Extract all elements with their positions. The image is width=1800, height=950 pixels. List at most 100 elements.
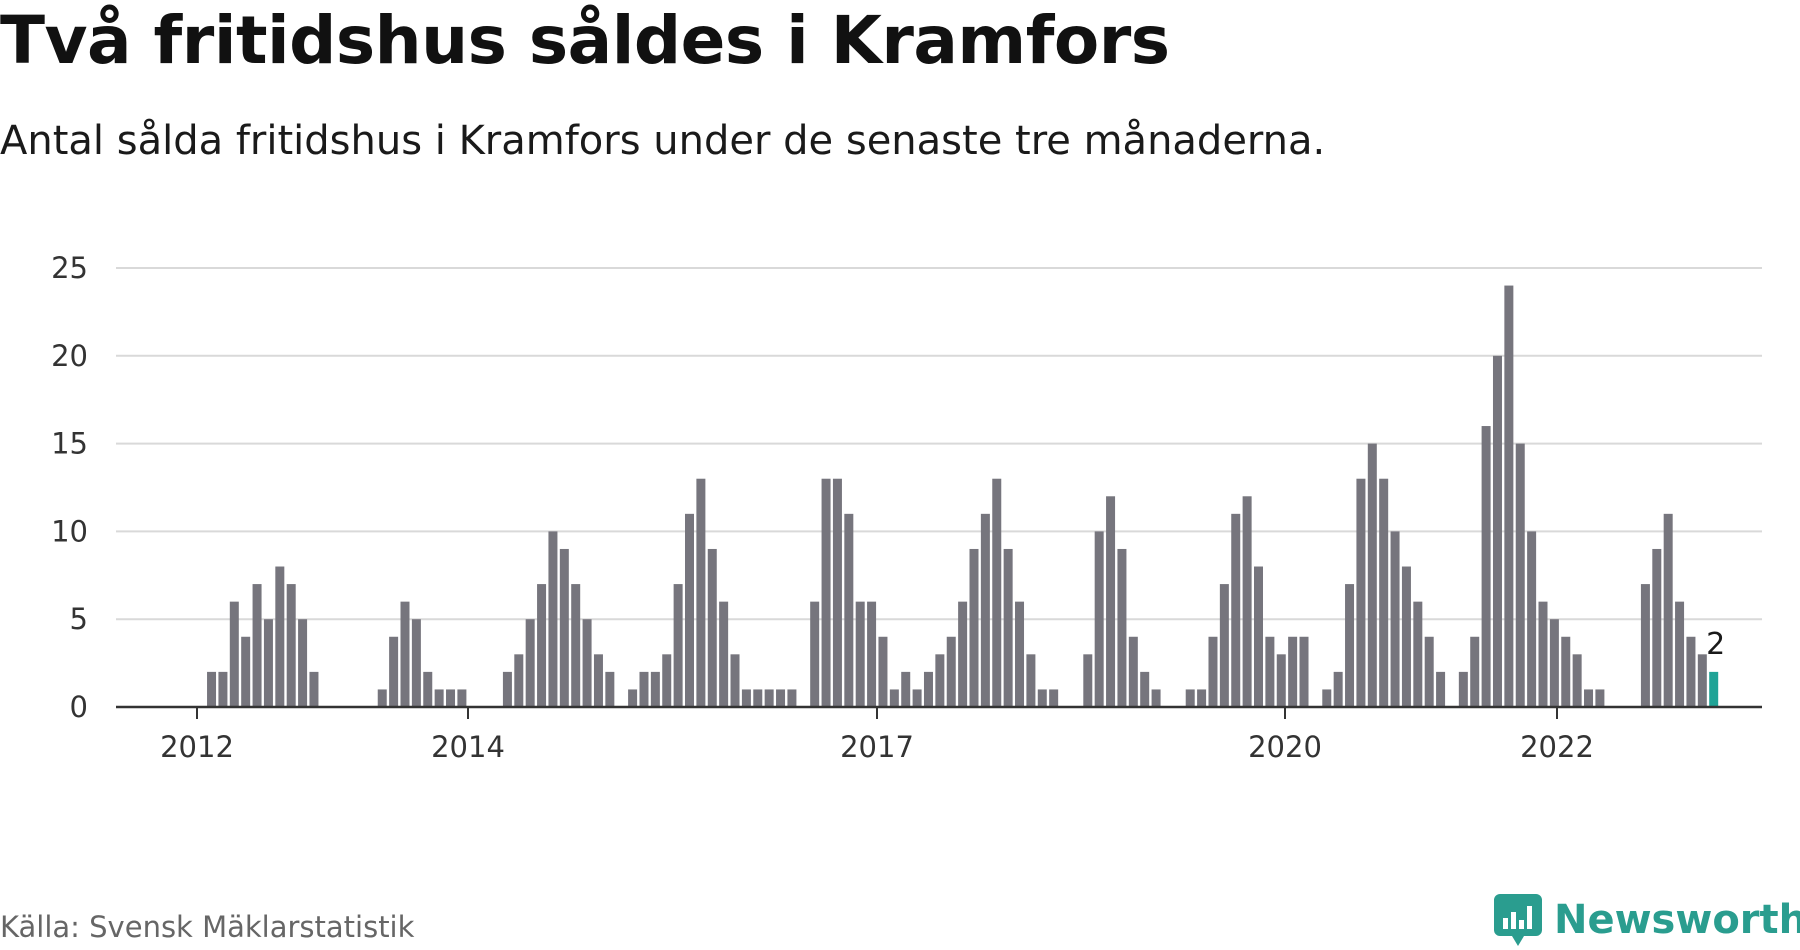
bar [992,478,1002,707]
brand-name: Newsworthy [1554,897,1800,943]
bar [946,636,956,707]
bar [1288,636,1298,707]
bar [1504,285,1514,707]
bar [867,601,877,707]
bar [502,671,512,707]
x-tick-label: 2012 [160,730,234,764]
bar [1640,584,1650,707]
bar [1208,636,1218,707]
bar [1140,671,1150,707]
bar [662,654,672,707]
bar [1185,689,1195,707]
bar [207,671,217,707]
axes: 0 5 10 15 20 25 2 2012 2014 2017 2020 2022 [51,251,1762,764]
bar [1276,654,1286,707]
bar [1492,355,1502,707]
bar [1037,689,1047,707]
newsworthy-logo[interactable]: Newsworthy [1494,890,1800,950]
bar [776,689,786,707]
bar [537,584,547,707]
bar [1219,584,1229,707]
bar [1026,654,1036,707]
bar [298,619,308,707]
bar [1117,548,1127,707]
bar [559,548,569,707]
bar [548,531,558,707]
bar [400,601,410,707]
bar [764,689,774,707]
bar [1515,443,1525,707]
bar [605,671,615,707]
bar [1527,531,1537,707]
y-tick-label: 0 [70,690,88,724]
bar [1299,636,1309,707]
bars [207,285,1719,707]
bar [958,601,968,707]
bar [1686,636,1696,707]
bar [1584,689,1594,707]
x-tick-label: 2014 [431,730,505,764]
bar [1356,478,1366,707]
bar [889,689,899,707]
chart-bubble-icon [1494,894,1542,946]
bar [787,689,797,707]
bar [1231,513,1241,707]
bar [1401,566,1411,707]
bar [1003,548,1013,707]
bar [1390,531,1400,707]
bar [1538,601,1548,707]
bar [1595,689,1605,707]
bar [1572,654,1582,707]
chart-title: Två fritidshus såldes i Kramfors [0,2,1170,79]
bar [935,654,945,707]
bar-latest [1709,671,1719,707]
bar [855,601,865,707]
bar [1697,654,1707,707]
bar [286,584,296,707]
bar [434,689,444,707]
bar [741,689,751,707]
bar [411,619,421,707]
bar [821,478,831,707]
y-tick-label: 20 [51,339,88,373]
bar [263,619,273,707]
x-tick-label: 2020 [1248,730,1322,764]
bar [1367,443,1377,707]
bar [309,671,319,707]
latest-value-label: 2 [1706,627,1725,662]
bar [912,689,922,707]
bar [1254,566,1263,707]
bar [514,654,524,707]
x-tick-label: 2017 [840,730,914,764]
bar [685,513,694,707]
bar [1561,636,1571,707]
bar [1197,689,1207,707]
bar [218,671,228,707]
bar [707,548,717,707]
bar [844,513,854,707]
bar [1481,426,1491,707]
bar [1470,636,1480,707]
bar [1379,478,1389,707]
bar [753,689,763,707]
bar [696,478,706,707]
bar [1083,654,1093,707]
bar [1094,531,1104,707]
bar [377,689,387,707]
bar [1675,601,1685,707]
y-tick-label: 10 [51,514,88,548]
bar [650,671,660,707]
bar [1549,619,1559,707]
x-tick-label: 2022 [1520,730,1594,764]
y-tick-label: 15 [51,427,88,461]
bar [525,619,535,707]
bar [673,584,683,707]
bar [1242,496,1252,707]
bar [810,601,820,707]
bar [275,566,285,707]
bar [446,689,456,707]
bar [980,513,990,707]
bar [878,636,888,707]
bar [1106,496,1116,707]
bar [1151,689,1161,707]
